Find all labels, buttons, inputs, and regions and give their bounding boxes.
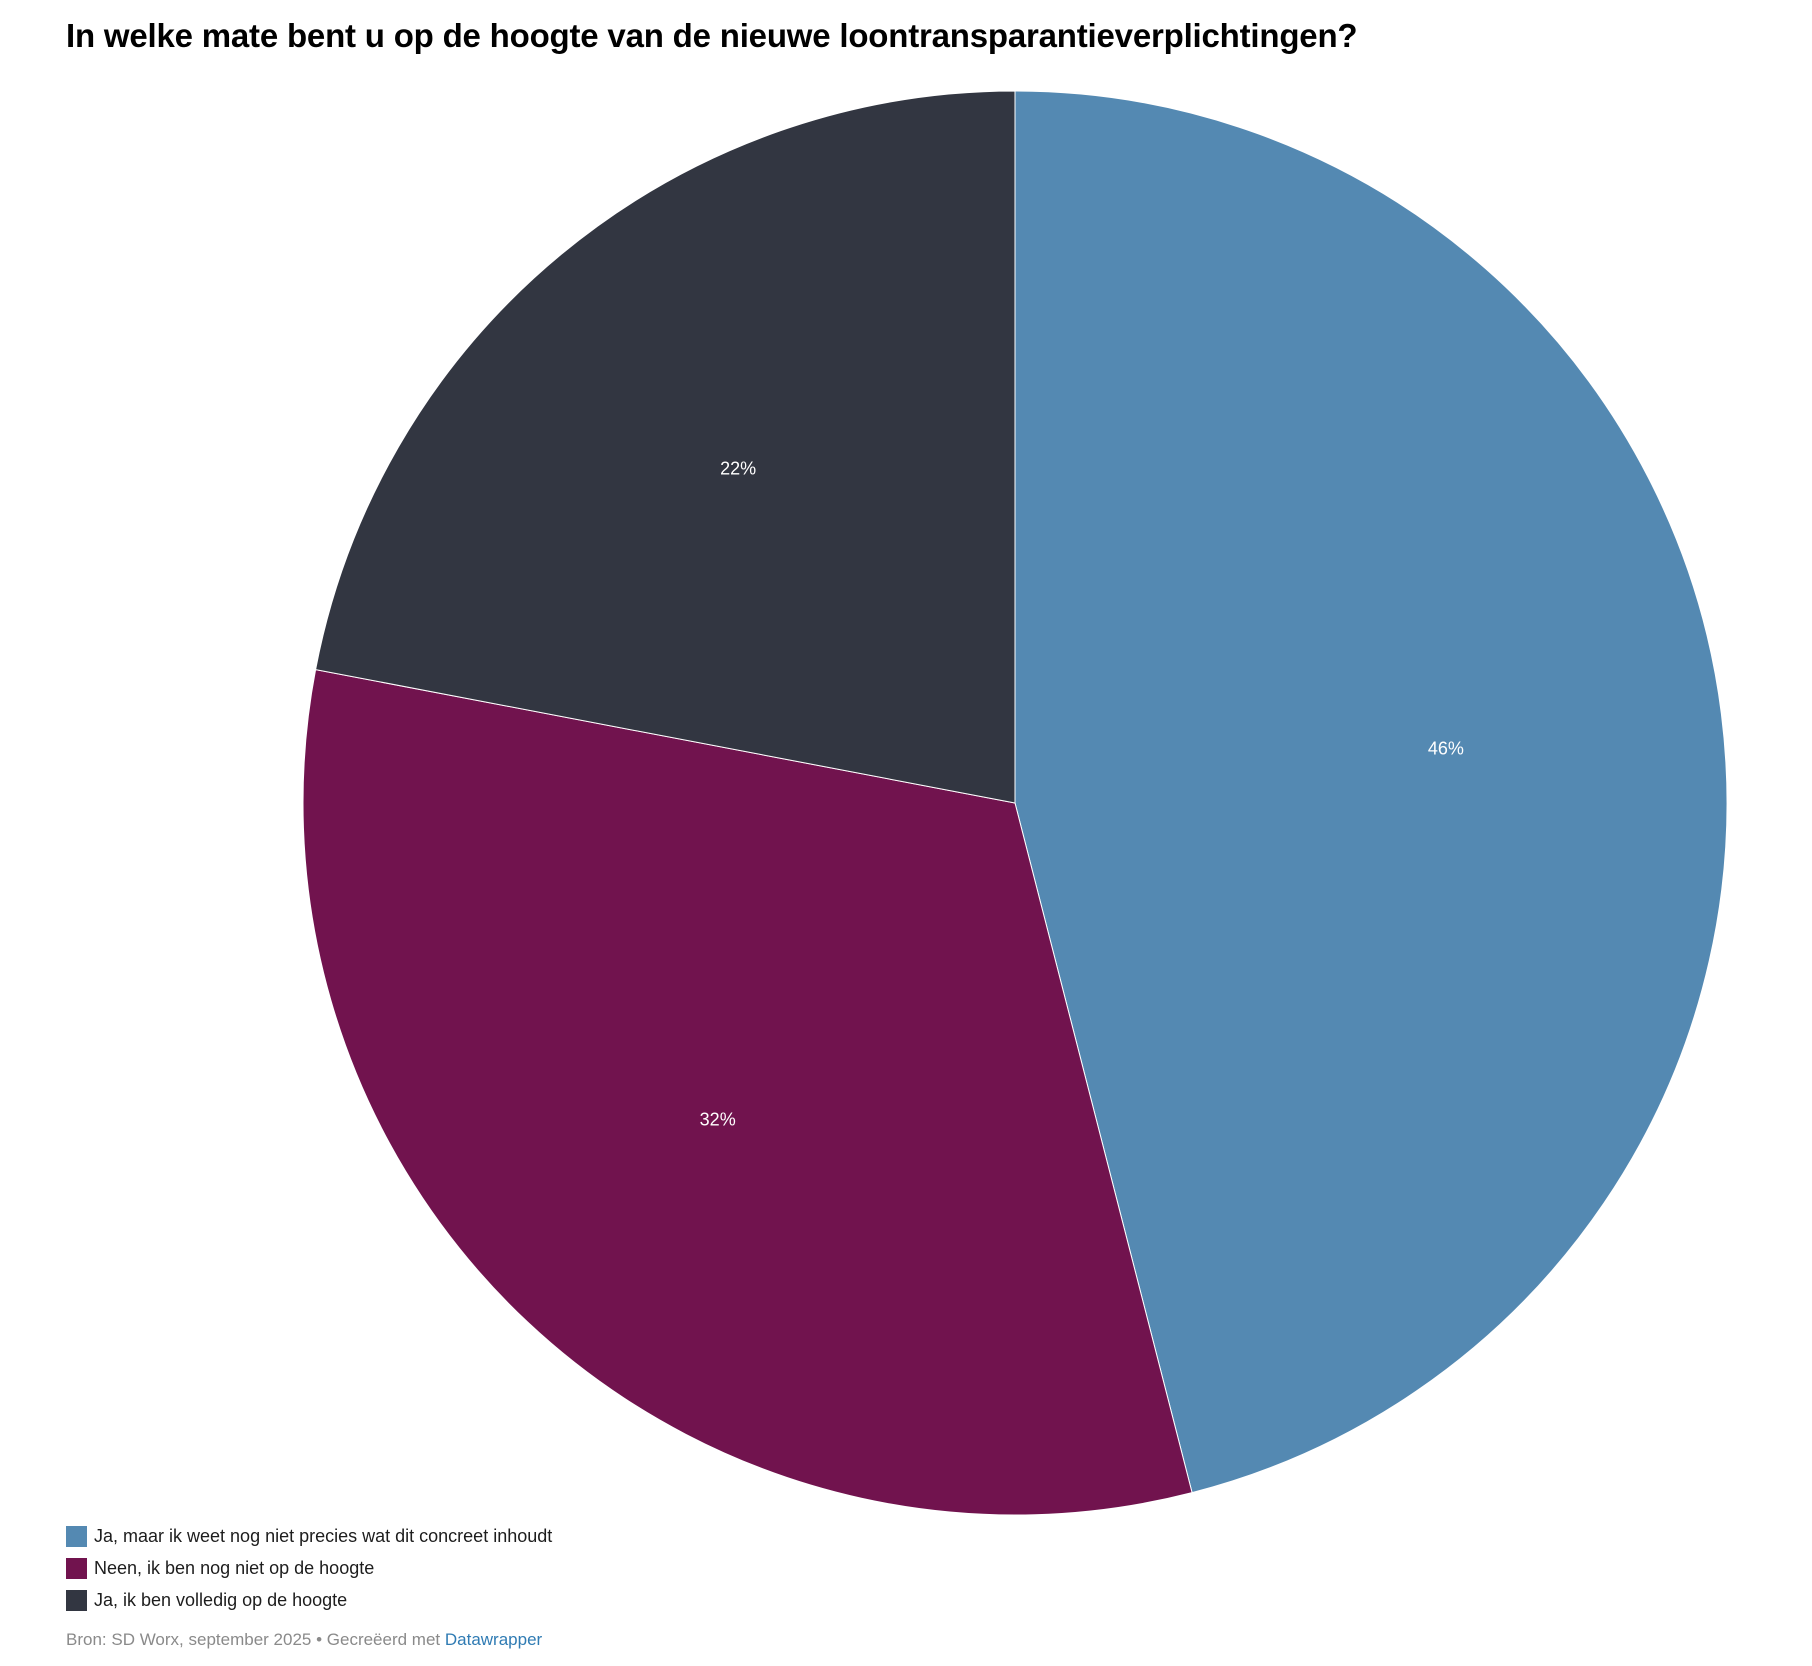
pie-slice-ja-volledig[interactable] — [315, 90, 1016, 804]
legend-item-neen: Neen, ik ben nog niet op de hoogte — [66, 1552, 552, 1584]
legend-label: Neen, ik ben nog niet op de hoogte — [94, 1557, 375, 1578]
pie-slice-ja-maar[interactable] — [1014, 90, 1728, 1494]
footer: Bron: SD Worx, september 2025 • Gecreëer… — [66, 1630, 542, 1650]
legend-item-ja-volledig: Ja, ik ben volledig op de hoogte — [66, 1584, 552, 1616]
legend-swatch — [66, 1557, 87, 1579]
footer-separator: • — [311, 1630, 327, 1649]
created-with-text: Gecreëerd met — [326, 1630, 445, 1649]
pie-slice-neen[interactable] — [302, 668, 1193, 1516]
slice-label-ja-maar: 46% — [1428, 739, 1464, 759]
datawrapper-link[interactable]: Datawrapper — [444, 1630, 543, 1649]
legend-swatch — [66, 1589, 87, 1611]
legend-label: Ja, ik ben volledig op de hoogte — [94, 1589, 348, 1610]
slice-label-ja-volledig: 22% — [720, 458, 756, 478]
legend: Ja, maar ik weet nog niet precies wat di… — [66, 1520, 552, 1616]
slice-label-neen: 32% — [700, 1110, 736, 1130]
legend-item-ja-maar: Ja, maar ik weet nog niet precies wat di… — [66, 1520, 552, 1552]
legend-label: Ja, maar ik weet nog niet precies wat di… — [94, 1525, 553, 1546]
chart-title: In welke mate bent u op de hoogte van de… — [66, 17, 1358, 54]
pie-slice-labels: 46% 32% 22% — [700, 458, 1464, 1129]
legend-swatch — [66, 1525, 87, 1547]
source-text: Bron: SD Worx, september 2025 — [66, 1630, 312, 1649]
pie-slices — [302, 90, 1728, 1516]
